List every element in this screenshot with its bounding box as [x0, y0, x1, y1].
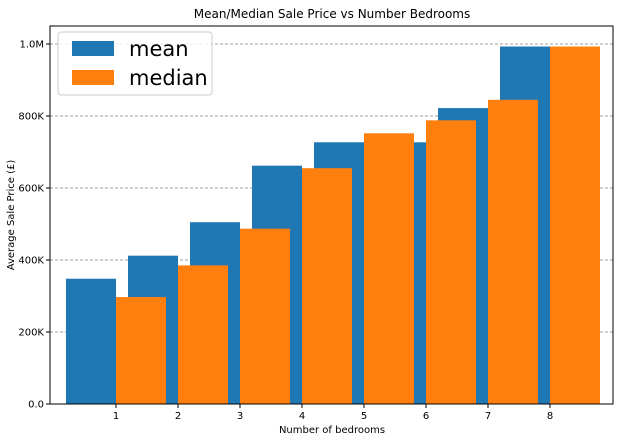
legend: mean median	[57, 31, 213, 96]
bars	[66, 46, 600, 405]
y-tick-label: 1.0M	[19, 40, 44, 51]
y-axis-label: Average Sale Price (£)	[6, 160, 17, 271]
x-tick-label: 1	[113, 411, 119, 422]
bar-median-3	[240, 228, 290, 404]
x-tick-label: 7	[485, 411, 491, 422]
legend-label-median: median	[129, 66, 208, 90]
plot-frame	[49, 25, 614, 405]
bar-median-8	[550, 46, 600, 405]
legend-label-mean: mean	[129, 37, 189, 61]
x-tick-label: 8	[547, 411, 553, 422]
legend-swatch-median	[72, 70, 114, 85]
bar-median-7	[488, 99, 538, 405]
bar-median-5	[364, 133, 414, 404]
x-axis-ticks: 1 2 3 4 5 6 7 8	[113, 404, 553, 422]
x-axis-label: Number of bedrooms	[279, 425, 385, 436]
y-axis-ticks: 0.0 200K 400K 600K 800K 1.0M	[18, 40, 50, 411]
y-tick-label: 200K	[18, 328, 44, 339]
bar-median-6	[426, 120, 476, 404]
y-tick-label: 0.0	[28, 400, 44, 411]
x-tick-label: 6	[423, 411, 429, 422]
bar-median-2	[178, 265, 228, 404]
y-tick-label: 400K	[18, 256, 44, 267]
x-tick-label: 2	[175, 411, 181, 422]
x-tick-label: 3	[237, 411, 243, 422]
bar-median-1	[116, 297, 166, 404]
bar-median-4	[302, 168, 352, 404]
chart-title: Mean/Median Sale Price vs Number Bedroom…	[194, 7, 471, 21]
y-tick-label: 600K	[18, 184, 44, 195]
legend-swatch-mean	[72, 41, 114, 56]
bar-mean-1	[66, 278, 116, 404]
x-tick-label: 4	[299, 411, 305, 422]
y-tick-label: 800K	[18, 112, 44, 123]
x-tick-label: 5	[361, 411, 367, 422]
